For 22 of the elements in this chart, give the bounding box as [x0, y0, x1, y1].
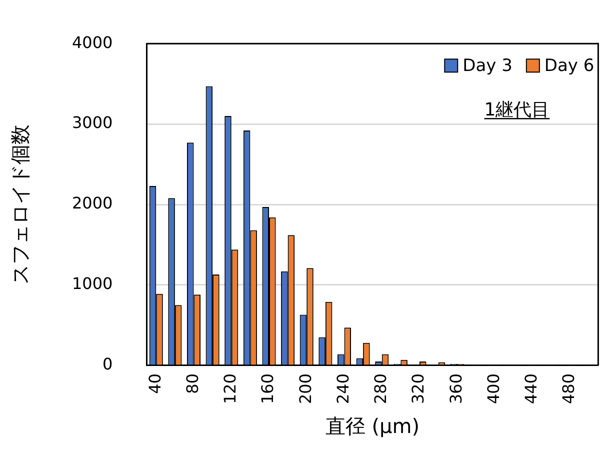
legend-label: Day 3	[462, 56, 512, 76]
x-tick-label: 400	[484, 373, 503, 404]
x-tick-label: 280	[371, 373, 390, 404]
x-tick-label: 40	[145, 373, 164, 394]
annotation: 1継代目	[484, 100, 550, 121]
x-tick-label: 320	[408, 373, 428, 404]
x-tick-label: 160	[258, 373, 278, 404]
x-axis-title: 直径 (μm)	[325, 414, 420, 438]
x-tick-label: 480	[559, 373, 578, 404]
x-tick-label: 240	[333, 373, 352, 404]
x-tick-label: 80	[182, 373, 202, 394]
y-tick-label: 1000	[72, 274, 113, 294]
y-tick-label: 4000	[72, 32, 113, 52]
x-tick-label: 120	[220, 373, 240, 404]
y-tick-label: 3000	[72, 113, 113, 132]
x-tick-label: 200	[296, 373, 315, 404]
y-tick-label: 2000	[72, 194, 113, 213]
x-tick-label: 360	[446, 373, 466, 404]
legend-label: Day 6	[544, 56, 594, 76]
y-tick-label: 0	[102, 354, 113, 374]
y-axis-title: スフェロイド個数	[8, 124, 32, 285]
x-tick-label: 440	[522, 373, 541, 404]
